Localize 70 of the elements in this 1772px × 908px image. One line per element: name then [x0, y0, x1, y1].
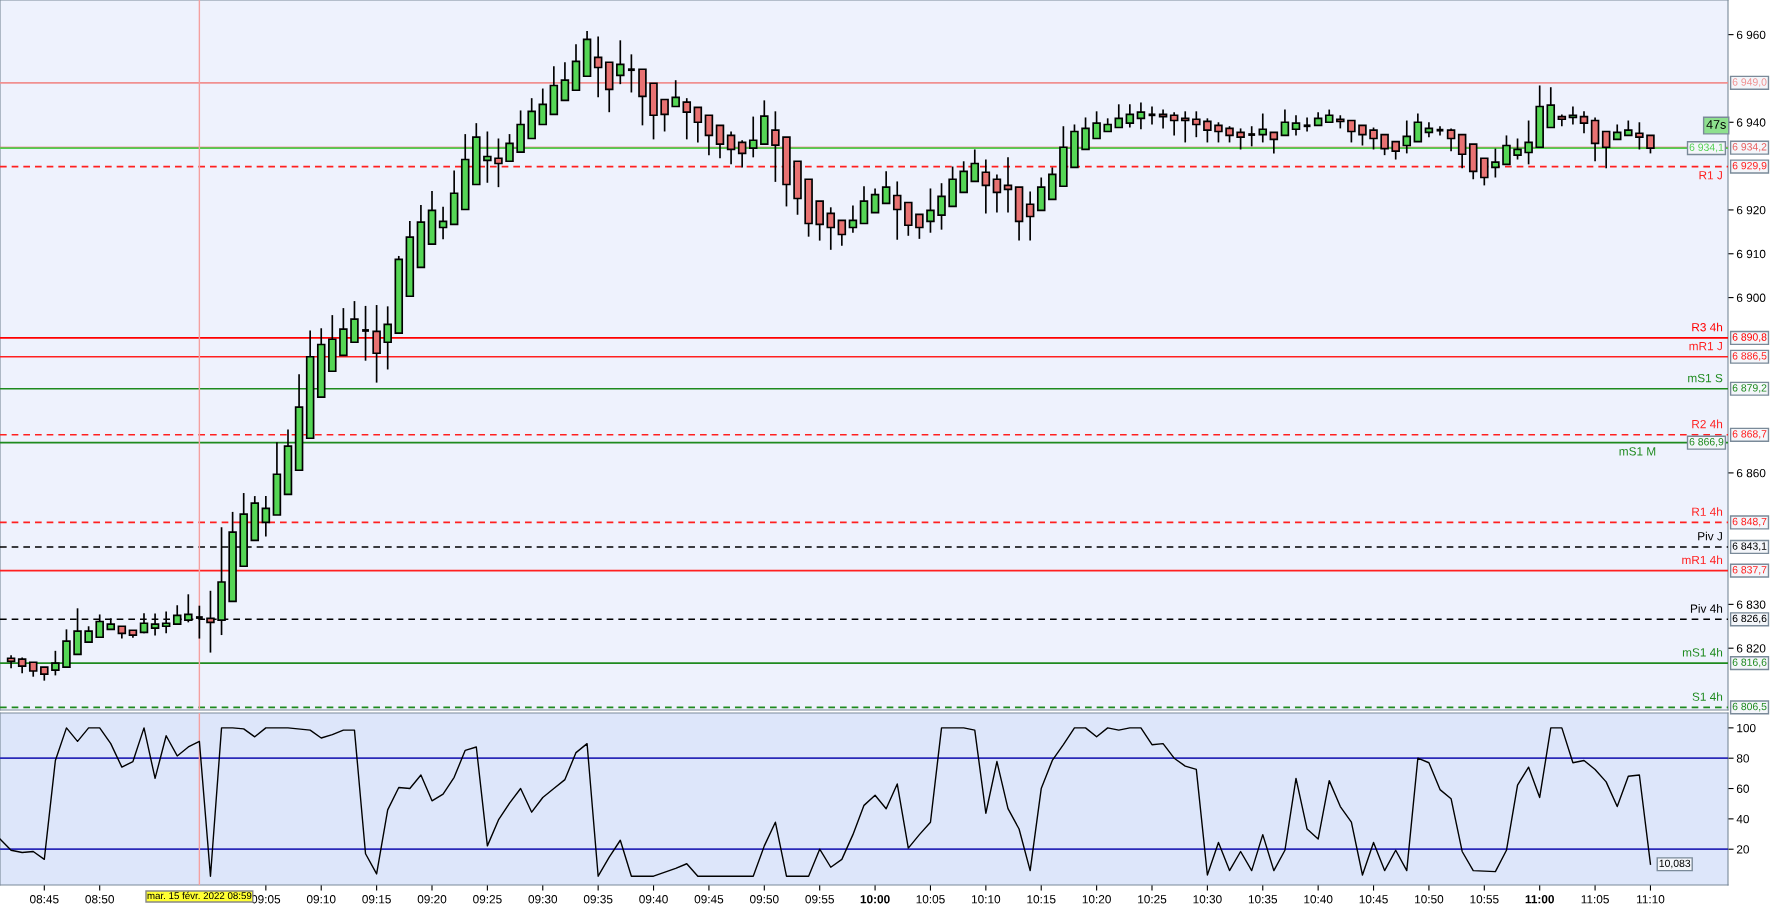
y-tick-label: 80	[1736, 754, 1749, 763]
y-tick-label: 20	[1736, 845, 1749, 854]
x-tick-label: 09:15	[362, 895, 391, 904]
annotation: 6 806,5	[1732, 702, 1767, 712]
ref-line-label: R3 4h	[1692, 322, 1723, 332]
ref-line-label: R2 4h	[1692, 419, 1723, 429]
ref-line-label: Piv J	[1698, 531, 1722, 541]
annotation: 6 934,2	[1732, 143, 1767, 152]
x-tick-label: 10:50	[1415, 895, 1444, 904]
x-tick-label: 10:15	[1027, 895, 1056, 904]
annotation: 6 890,8	[1732, 333, 1767, 342]
x-tick-label: 09:45	[694, 895, 724, 904]
x-tick-label: 09:55	[805, 895, 834, 904]
annotation: 6 866,9	[1689, 438, 1724, 447]
ref-line-label: R1 J	[1699, 171, 1722, 180]
ref-line-label: S1 4h	[1692, 692, 1723, 701]
y-tick-label: 6 960	[1736, 30, 1766, 40]
x-tick-label: 09:25	[473, 895, 502, 904]
ref-line-label: R1 4h	[1692, 507, 1723, 516]
ref-line-label: mS1 S	[1688, 373, 1723, 383]
y-tick-label: 6 830	[1736, 600, 1766, 609]
annotation: 6 886,5	[1732, 352, 1767, 361]
x-tick-label: 11:05	[1581, 895, 1609, 904]
y-tick-label: 6 940	[1736, 118, 1766, 127]
x-tick-label: 09:20	[417, 895, 447, 904]
y-tick-label: 6 910	[1736, 249, 1766, 259]
ref-line-label: mR1 J	[1689, 342, 1722, 351]
x-tick-label: 10:30	[1193, 895, 1222, 904]
x-tick-label: 10:20	[1082, 895, 1111, 904]
x-tick-label: 09:10	[306, 895, 336, 904]
x-tick-label: 10:55	[1470, 895, 1499, 904]
annotation: 6 848,7	[1732, 517, 1767, 527]
x-tick-label: 10:25	[1138, 895, 1167, 904]
x-tick-label: 10:10	[971, 895, 1001, 904]
y-tick-label: 6 860	[1736, 468, 1766, 478]
annotation: 6 868,7	[1732, 430, 1767, 439]
annotation: 6 949,0	[1732, 78, 1767, 87]
y-tick-label: 6 820	[1736, 644, 1766, 653]
x-tick-label: 10:45	[1359, 895, 1388, 904]
x-tick-label: 10:40	[1304, 895, 1333, 904]
x-tick-label: 11:10	[1637, 895, 1665, 904]
ref-line-label: mS1 M	[1619, 447, 1656, 456]
annotation: 6 826,6	[1732, 614, 1767, 624]
annotation: 6 837,7	[1732, 566, 1767, 575]
x-tick-label: 08:50	[85, 895, 114, 904]
annotation: 10,083	[1659, 859, 1691, 869]
y-tick-label: 40	[1736, 814, 1749, 824]
ref-line-label: mR1 4h	[1682, 555, 1723, 565]
y-tick-label: 6 900	[1736, 293, 1766, 302]
x-tick-label: 10:35	[1248, 895, 1278, 904]
annotation: 47s	[1706, 120, 1726, 129]
x-tick-label: 09:40	[639, 895, 668, 904]
x-tick-label: 09:30	[528, 895, 558, 904]
x-tick-label: 09:50	[750, 895, 779, 904]
x-tick-label: 10:05	[916, 895, 945, 904]
y-tick-label: 6 920	[1736, 205, 1766, 215]
annotation: 6 816,6	[1732, 658, 1767, 668]
ref-line-label: mS1 4h	[1682, 647, 1723, 657]
y-tick-label: 100	[1737, 723, 1756, 733]
x-tick-label: 09:35	[583, 895, 613, 904]
annotation: 6 879,2	[1732, 384, 1767, 393]
x-tick-label: 11:00	[1525, 895, 1554, 904]
annotation: 6 843,1	[1732, 542, 1767, 551]
annotation: 6 929,9	[1732, 161, 1767, 171]
x-tick-label: 08:45	[30, 895, 59, 904]
ref-line-label: Piv 4h	[1690, 604, 1723, 613]
y-tick-label: 60	[1736, 784, 1749, 793]
x-tick-label: 09:05	[251, 895, 281, 904]
ref-line-label: mar. 15 févr. 2022 08:59	[147, 891, 252, 900]
x-tick-label: 10:00	[860, 895, 890, 904]
